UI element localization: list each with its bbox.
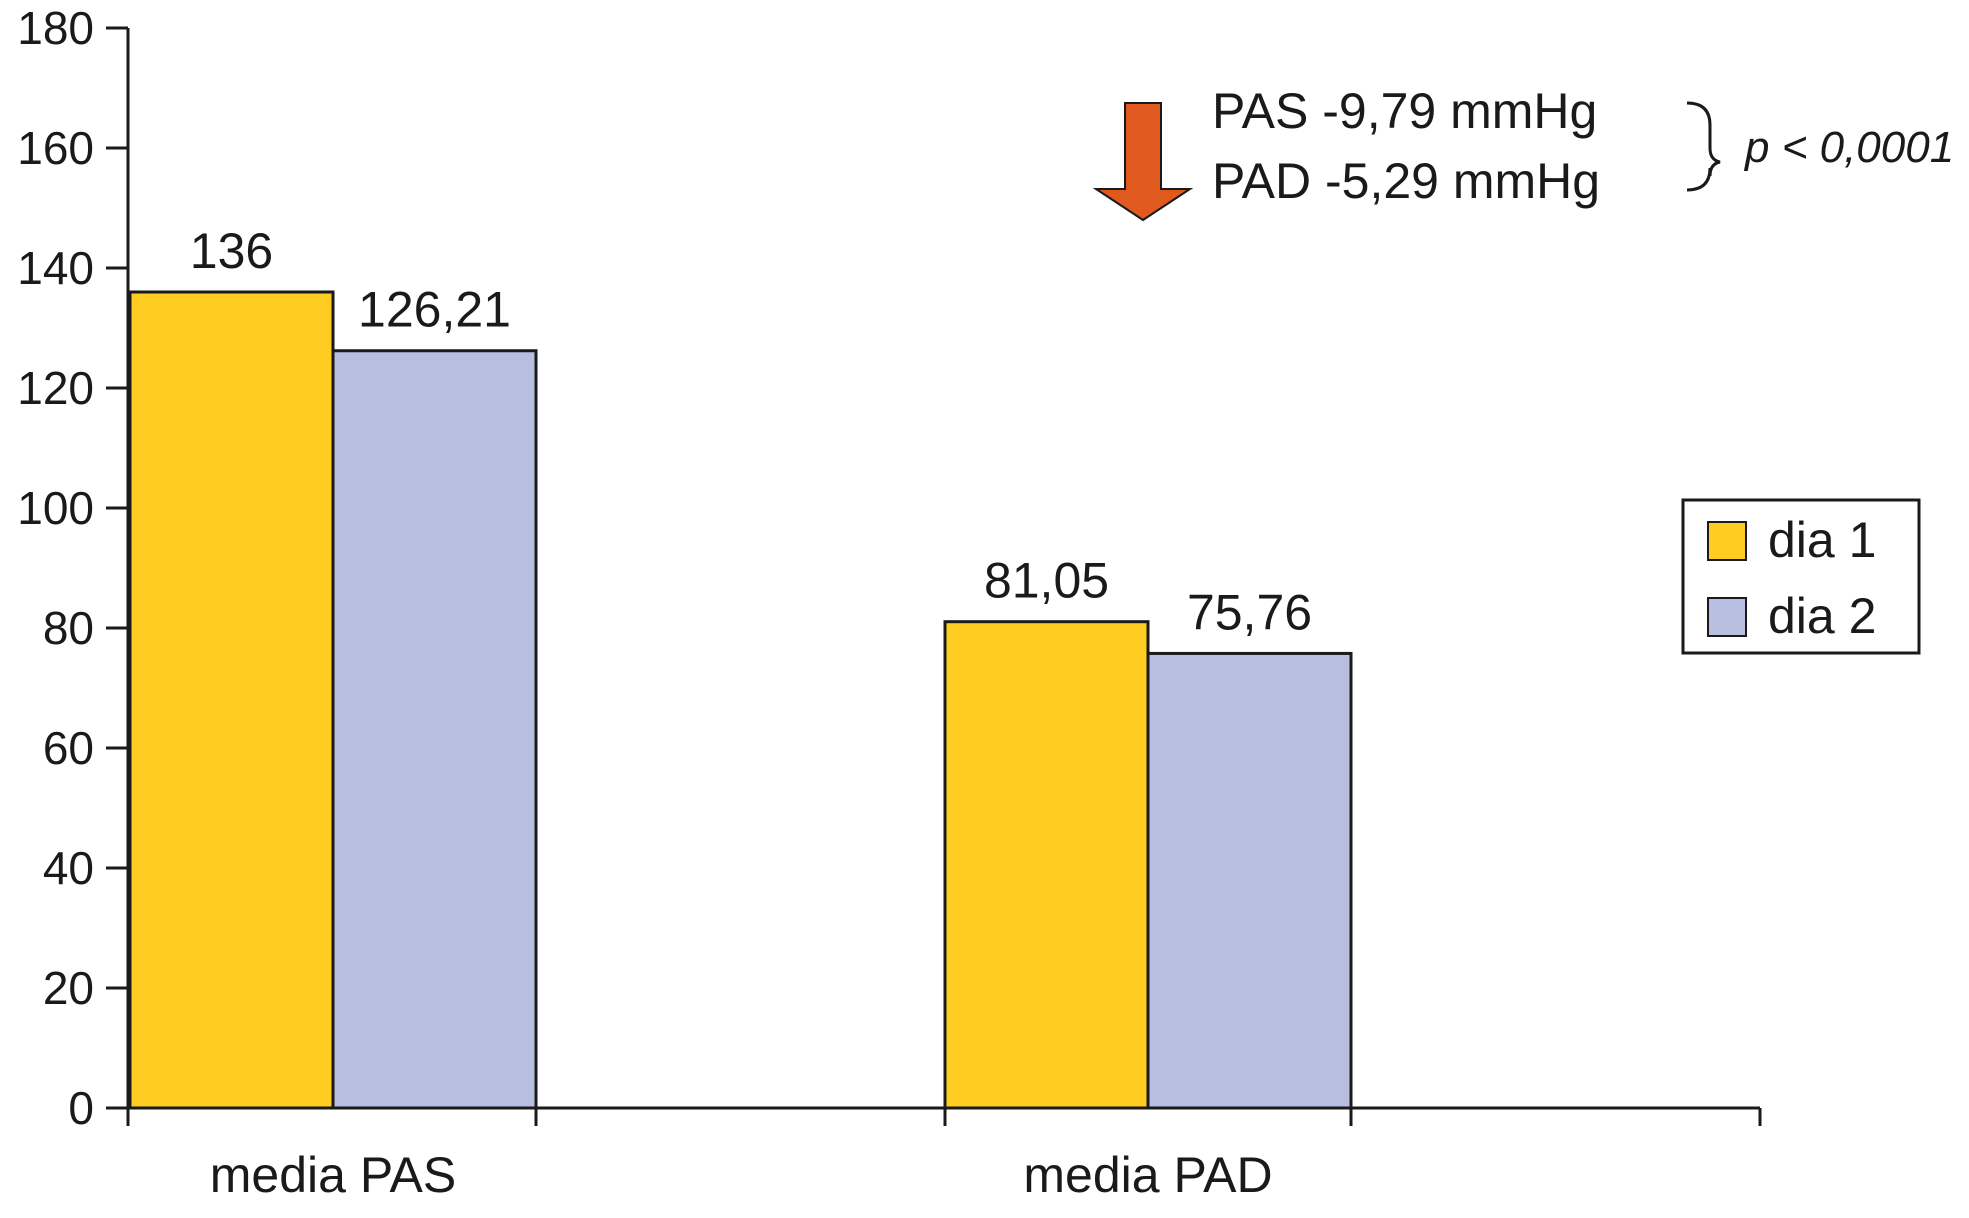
y-tick-label: 100 (17, 482, 94, 534)
y-tick-label: 20 (43, 962, 94, 1014)
bar-dia-1-media-pad (943, 620, 1150, 1110)
category-label: media PAD (1023, 1147, 1272, 1203)
legend-label-dia-2: dia 2 (1768, 588, 1876, 644)
y-tick-label: 80 (43, 602, 94, 654)
legend-swatch-dia-1 (1707, 521, 1747, 561)
y-tick-label: 60 (43, 722, 94, 774)
p-value-text: p < 0,0001 (1743, 123, 1954, 172)
y-tick-label: 0 (68, 1082, 94, 1134)
y-tick-label: 180 (17, 2, 94, 54)
y-tick-label: 160 (17, 122, 94, 174)
category-label: media PAS (210, 1147, 456, 1203)
data-label: 136 (190, 223, 273, 279)
y-tick-label: 120 (17, 362, 94, 414)
data-label: 81,05 (984, 553, 1109, 609)
annotation: PAS -9,79 mmHg PAD -5,29 mmHg p < 0,0001 (1092, 83, 1954, 222)
y-tick-label: 140 (17, 242, 94, 294)
axes-layer: media PAS media PAD 0 20 40 60 80 100 120 140 160 1… (17, 2, 1762, 1203)
y-tick-label: 40 (43, 842, 94, 894)
brace-icon (1686, 101, 1721, 192)
legend-swatch-dia-2 (1707, 597, 1747, 637)
data-label: 126,21 (358, 282, 511, 338)
down-arrow-icon (1092, 102, 1194, 222)
bar-dia-2-media-pad (1146, 651, 1353, 1110)
bar-dia-2-media-pas (331, 349, 538, 1110)
annotation-pas-text: PAS -9,79 mmHg (1212, 83, 1597, 139)
bars-layer: 136 126,21 81,05 75,76 (128, 223, 1353, 1110)
legend-label-dia-1: dia 1 (1768, 512, 1876, 568)
annotation-pad-text: PAD -5,29 mmHg (1212, 153, 1600, 209)
bar-dia-1-media-pas (128, 290, 335, 1110)
legend: dia 1 dia 2 (1681, 498, 1921, 655)
data-label: 75,76 (1187, 584, 1312, 640)
